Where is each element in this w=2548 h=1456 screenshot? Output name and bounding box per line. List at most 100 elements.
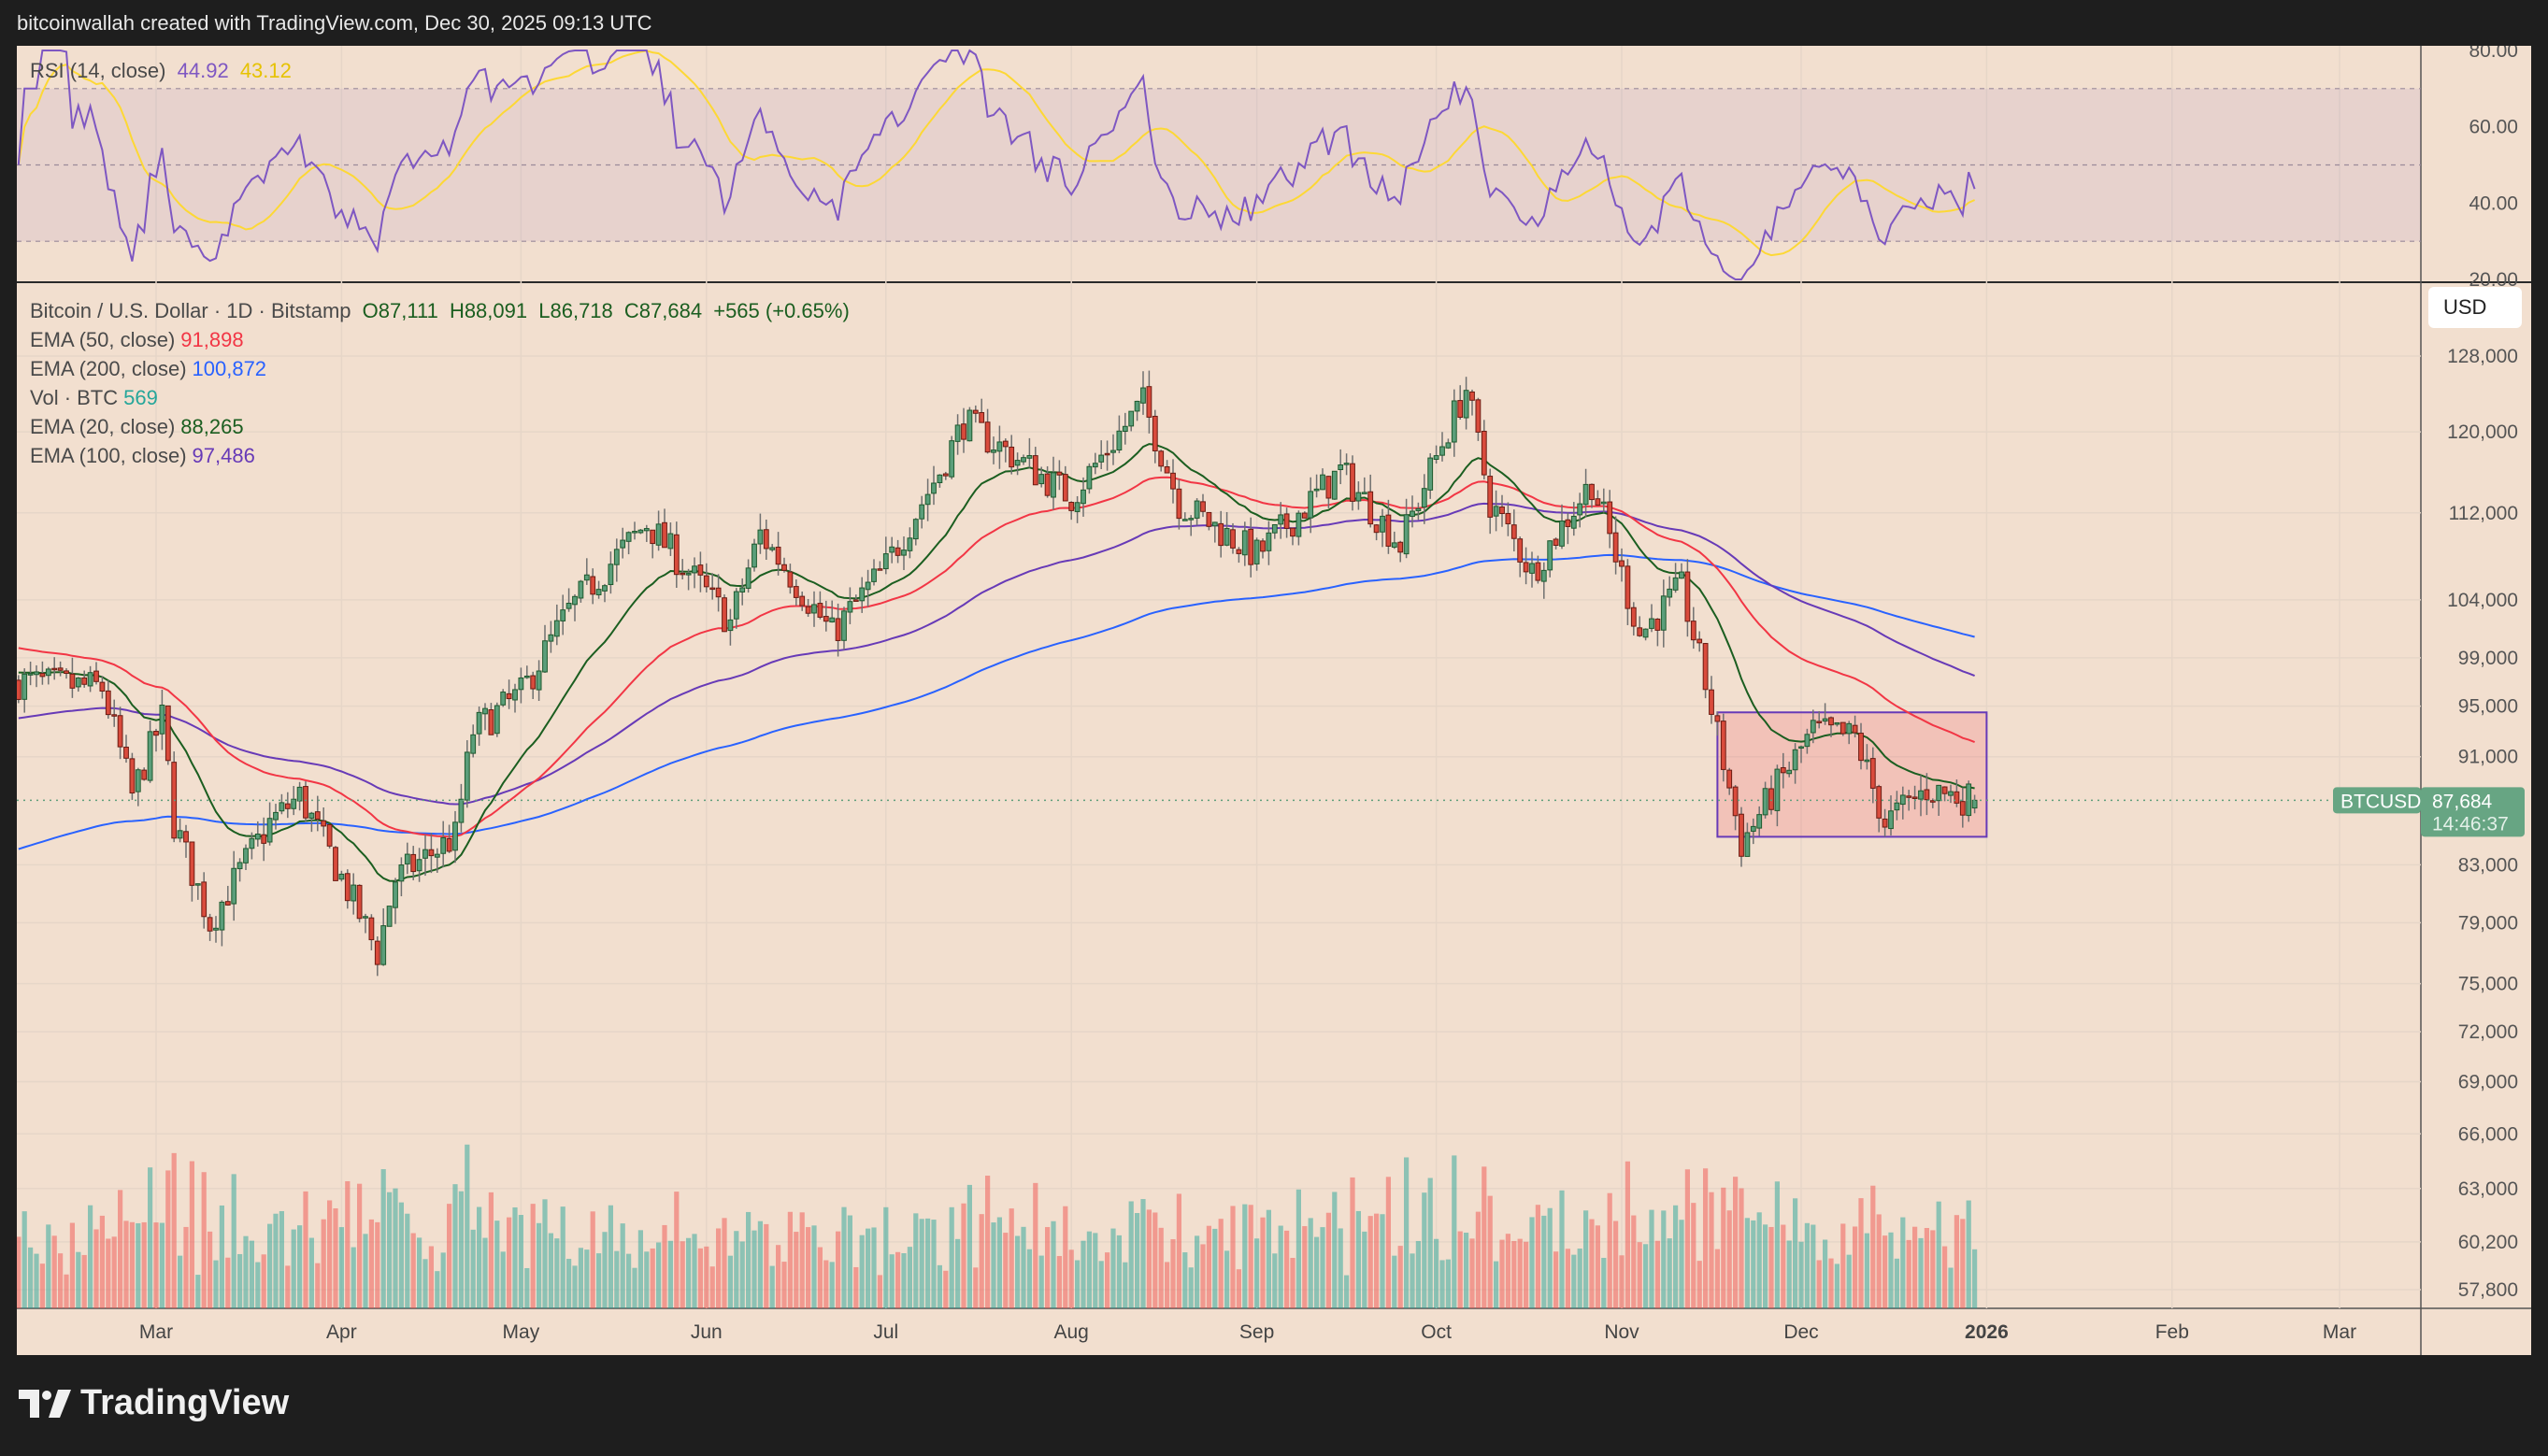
candle	[470, 724, 477, 758]
candle	[1499, 494, 1505, 527]
candle	[1451, 389, 1457, 457]
volume-bar	[1487, 1195, 1493, 1308]
candle-body	[1397, 541, 1404, 553]
rsi-axis-label: 40.00	[2469, 193, 2518, 214]
volume-bar	[530, 1204, 536, 1308]
time-axis-label: Sep	[1239, 1321, 1274, 1343]
indicator-volume[interactable]: Vol · BTC 569	[30, 383, 855, 412]
candle-body	[261, 834, 267, 844]
candle-body	[1918, 790, 1924, 800]
candle	[326, 823, 333, 849]
volume-bar	[237, 1253, 243, 1308]
candle	[1869, 747, 1876, 804]
candle	[1966, 780, 1972, 822]
candle-body	[393, 881, 398, 908]
indicator-ema200[interactable]: EMA (200, close) 100,872	[30, 354, 855, 383]
candle	[1230, 522, 1236, 554]
volume-bar	[1200, 1244, 1206, 1308]
candle-body	[249, 837, 255, 849]
volume-bar	[1714, 1249, 1720, 1308]
volume-bar	[1679, 1220, 1684, 1308]
chart-area[interactable]: Mar Apr May Jun Jul Aug Sep Oct Nov Dec 2026 Feb Mar…	[15, 40, 2531, 1355]
candle	[51, 657, 58, 680]
price-axis-label: 66,000	[2458, 1123, 2518, 1145]
candle	[284, 792, 291, 819]
volume-bar	[171, 1152, 177, 1308]
candle-body	[201, 881, 208, 918]
candle	[745, 559, 752, 593]
volume-bar	[1105, 1252, 1110, 1308]
rsi-value: 44.92	[177, 59, 229, 82]
candle-body	[1056, 471, 1063, 476]
candle-body	[1577, 503, 1583, 516]
indicator-label: EMA (100, close)	[30, 444, 187, 467]
candle	[27, 661, 34, 686]
candle	[464, 740, 470, 808]
volume-bar	[273, 1213, 279, 1308]
candle-body	[1846, 722, 1853, 735]
indicator-ema50[interactable]: EMA (50, close) 91,898	[30, 325, 855, 354]
price-chart-svg[interactable]: Mar Apr May Jun Jul Aug Sep Oct Nov Dec 2026 Feb Mar…	[15, 40, 2531, 1355]
volume-bar	[1452, 1155, 1457, 1308]
volume-bar	[1415, 1240, 1421, 1308]
volume-bar	[602, 1232, 608, 1308]
volume-bar	[674, 1192, 680, 1308]
candle	[1804, 728, 1811, 754]
candle-body	[1355, 492, 1362, 502]
main-legend[interactable]: Bitcoin / U.S. Dollar · 1D · Bitstamp O8…	[30, 296, 855, 470]
candle	[1559, 504, 1565, 550]
candle-body	[464, 751, 470, 801]
volume-bar	[1589, 1219, 1595, 1308]
candle	[213, 916, 219, 943]
candle	[1002, 438, 1009, 463]
candle-body	[1224, 528, 1230, 546]
indicator-label: EMA (200, close)	[30, 357, 187, 380]
candle	[1068, 501, 1075, 521]
volume-bar	[1511, 1240, 1517, 1308]
volume-bar	[465, 1144, 470, 1308]
indicator-ema100[interactable]: EMA (100, close) 97,486	[30, 441, 855, 470]
candle	[1523, 547, 1529, 585]
candle-body	[1463, 390, 1469, 419]
price-axis-label: 79,000	[2458, 912, 2518, 934]
candle	[583, 558, 590, 585]
symbol-legend[interactable]: Bitcoin / U.S. Dollar · 1D · Bitstamp O8…	[30, 296, 855, 325]
volume-bar	[488, 1192, 494, 1308]
candle-body	[984, 421, 991, 453]
candle-body	[966, 409, 973, 442]
candle	[1140, 371, 1146, 415]
candle	[1732, 785, 1739, 831]
candle-body	[680, 572, 686, 576]
candle	[1487, 468, 1494, 535]
rsi-legend[interactable]: RSI (14, close) 44.92 43.12	[30, 59, 297, 83]
chart-credit: bitcoinwallah created with TradingView.c…	[0, 0, 2548, 46]
candle	[1062, 465, 1068, 502]
candle	[739, 578, 746, 606]
candle	[625, 531, 632, 555]
volume-bar	[1756, 1212, 1762, 1308]
candle	[1313, 474, 1320, 498]
candle	[249, 832, 255, 860]
candle	[344, 869, 351, 909]
volume-bar	[632, 1267, 637, 1308]
candle-body	[236, 862, 243, 870]
candle	[901, 535, 907, 571]
volume-bar	[709, 1266, 715, 1308]
candle	[1810, 709, 1816, 744]
currency-button[interactable]: USD	[2428, 287, 2522, 328]
candle-body	[1600, 501, 1607, 505]
indicator-value: 91,898	[180, 328, 244, 351]
indicator-ema20[interactable]: EMA (20, close) 88,265	[30, 412, 855, 441]
candle-body	[470, 734, 477, 754]
tradingview-logo[interactable]: TradingView	[19, 1383, 289, 1423]
volume-bar	[1972, 1249, 1978, 1308]
candle	[500, 689, 507, 707]
volume-bar	[357, 1183, 363, 1308]
volume-bar	[1876, 1214, 1882, 1308]
candle	[1649, 604, 1654, 633]
candle	[865, 569, 871, 607]
candle-body	[1176, 488, 1182, 520]
candle-body	[650, 529, 656, 545]
candle-body	[1338, 464, 1344, 471]
candle-body	[207, 917, 213, 932]
